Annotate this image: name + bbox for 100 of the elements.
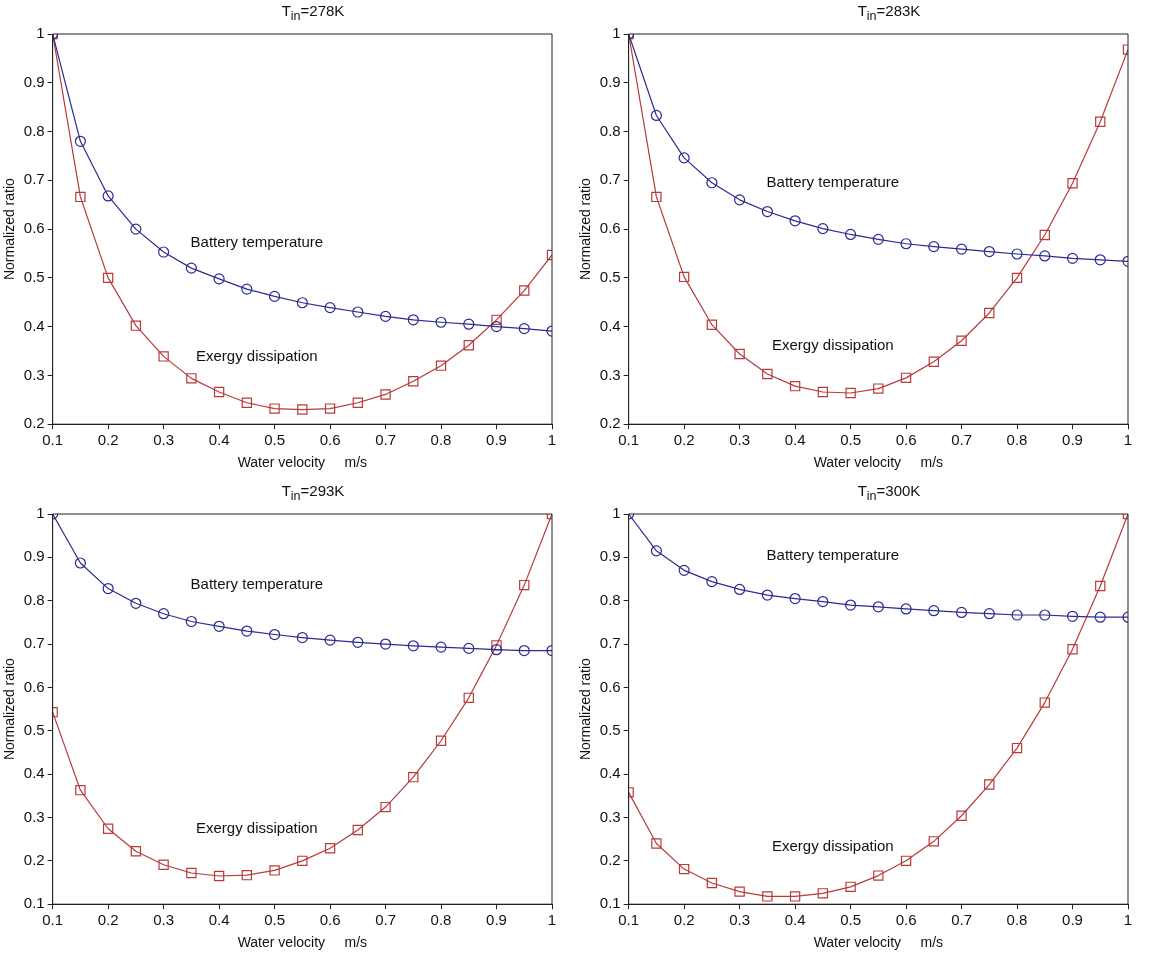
point bbox=[678, 863, 690, 875]
point bbox=[789, 215, 801, 227]
point bbox=[1039, 697, 1050, 708]
series-label: Exergy dissipation bbox=[195, 346, 318, 364]
point bbox=[296, 297, 308, 309]
x-tick-label: 0.5 bbox=[840, 911, 862, 929]
point bbox=[435, 316, 447, 328]
x-tick-label: 0.9 bbox=[486, 431, 507, 449]
point bbox=[678, 271, 690, 283]
x-axis-title: Water velocity m/s bbox=[237, 454, 368, 471]
point bbox=[407, 640, 419, 652]
chart-title: T$_{in}$=278K bbox=[280, 2, 346, 23]
y-tick-label: 1 bbox=[612, 24, 621, 42]
point bbox=[1067, 178, 1078, 189]
point bbox=[928, 241, 940, 253]
point bbox=[984, 307, 995, 319]
y-tick-label: 0.3 bbox=[599, 807, 621, 825]
y-tick-label: 0.8 bbox=[23, 121, 45, 139]
point bbox=[213, 620, 225, 632]
point bbox=[435, 360, 447, 371]
point bbox=[518, 644, 530, 657]
point bbox=[186, 373, 197, 384]
x-tick-label: 0.5 bbox=[840, 431, 862, 449]
point bbox=[789, 592, 801, 605]
point bbox=[297, 404, 308, 415]
point bbox=[651, 191, 662, 203]
x-tick-label: 0.7 bbox=[951, 911, 972, 929]
point bbox=[408, 771, 419, 783]
x-tick-label: 0.4 bbox=[208, 431, 230, 449]
x-tick-label: 0.5 bbox=[264, 431, 286, 449]
series-label: Battery temperature bbox=[190, 575, 324, 593]
point bbox=[761, 589, 773, 601]
x-tick-label: 1 bbox=[1123, 431, 1133, 449]
y-tick-label: 1 bbox=[36, 504, 45, 522]
y-tick-label: 0.4 bbox=[599, 764, 621, 782]
point bbox=[872, 601, 884, 613]
y-tick-label: 0.3 bbox=[23, 807, 45, 825]
y-axis-title: Normalized ratio bbox=[577, 657, 594, 761]
point bbox=[678, 564, 690, 576]
point bbox=[956, 810, 967, 821]
point bbox=[490, 321, 503, 333]
chart-title: T$_{in}$=300K bbox=[856, 482, 922, 503]
x-tick-label: 0.4 bbox=[208, 911, 230, 929]
y-tick-label: 0.4 bbox=[23, 316, 45, 334]
y-tick-label: 0.9 bbox=[599, 72, 621, 90]
x-tick-label: 0.4 bbox=[784, 911, 806, 929]
x-tick-label: 0.9 bbox=[1062, 911, 1083, 929]
y-tick-label: 1 bbox=[612, 504, 621, 522]
y-tick-label: 0.6 bbox=[23, 677, 45, 695]
x-tick-label: 0.3 bbox=[729, 431, 751, 449]
point bbox=[817, 888, 829, 899]
point bbox=[158, 608, 170, 620]
point bbox=[873, 870, 884, 881]
y-tick-label: 0.6 bbox=[599, 219, 621, 237]
y-tick-label: 0.5 bbox=[23, 268, 45, 286]
point bbox=[324, 403, 336, 414]
point bbox=[1011, 248, 1023, 260]
point bbox=[74, 557, 86, 569]
point bbox=[1094, 254, 1106, 266]
y-tick-label: 0.2 bbox=[599, 414, 621, 432]
x-tick-label: 0.7 bbox=[375, 911, 396, 929]
point bbox=[928, 836, 940, 847]
point bbox=[130, 846, 142, 857]
point bbox=[789, 380, 801, 392]
point bbox=[651, 838, 662, 849]
point bbox=[352, 397, 364, 408]
y-tick-label: 0.8 bbox=[599, 121, 621, 139]
point bbox=[650, 109, 662, 122]
y-tick-label: 0.8 bbox=[599, 590, 621, 608]
point bbox=[463, 692, 474, 704]
x-tick-label: 1 bbox=[547, 431, 557, 449]
x-axis-title: Water velocity m/s bbox=[813, 934, 944, 951]
point bbox=[1095, 116, 1106, 127]
point bbox=[324, 634, 336, 646]
point bbox=[324, 302, 336, 314]
x-tick-label: 1 bbox=[547, 911, 557, 929]
point bbox=[324, 843, 336, 854]
point bbox=[734, 194, 746, 206]
point bbox=[706, 576, 718, 588]
point bbox=[678, 152, 690, 164]
point bbox=[1067, 644, 1078, 655]
x-tick-label: 0.5 bbox=[264, 911, 286, 929]
x-tick-label: 0.3 bbox=[153, 431, 175, 449]
y-tick-label: 0.7 bbox=[599, 170, 621, 188]
x-tick-label: 0.6 bbox=[895, 431, 917, 449]
point bbox=[297, 855, 308, 867]
point bbox=[158, 859, 169, 870]
point bbox=[762, 368, 773, 380]
point bbox=[74, 135, 86, 147]
y-tick-label: 0.2 bbox=[23, 414, 45, 432]
point bbox=[491, 314, 502, 326]
point bbox=[352, 636, 364, 648]
point bbox=[75, 191, 86, 203]
point bbox=[241, 283, 253, 295]
series-label: Exergy dissipation bbox=[195, 819, 318, 837]
x-tick-label: 0.2 bbox=[673, 431, 695, 449]
point bbox=[956, 335, 967, 346]
point bbox=[185, 615, 197, 628]
y-tick-label: 0.4 bbox=[599, 316, 621, 334]
point bbox=[352, 306, 364, 318]
